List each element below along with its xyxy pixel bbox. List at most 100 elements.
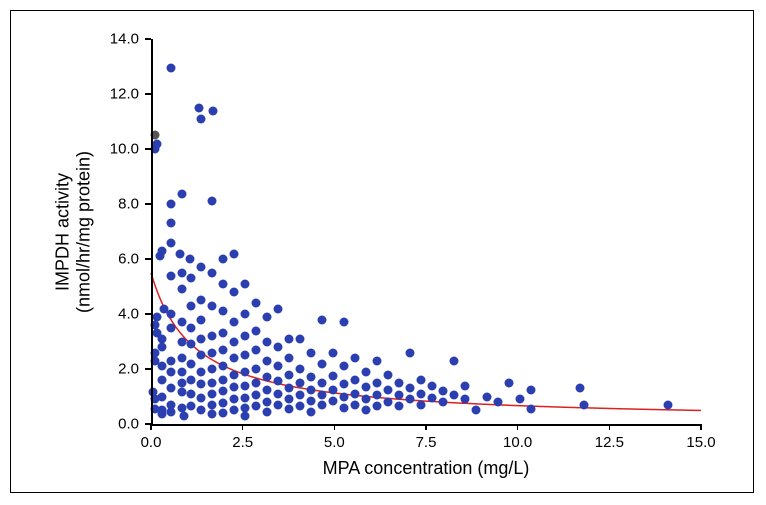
data-point (306, 396, 315, 405)
data-point (167, 367, 176, 376)
data-point (207, 410, 216, 419)
y-tick (145, 203, 151, 205)
data-point (178, 337, 187, 346)
data-point (229, 370, 238, 379)
plot-area (151, 39, 701, 424)
data-point (579, 400, 588, 409)
y-tick (145, 368, 151, 370)
data-point (350, 400, 359, 409)
data-point (229, 382, 238, 391)
data-point (229, 354, 238, 363)
data-point (178, 268, 187, 277)
data-point (372, 378, 381, 387)
data-point (526, 385, 535, 394)
data-point (262, 398, 271, 407)
data-point (196, 351, 205, 360)
data-point (167, 323, 176, 332)
data-point (167, 407, 176, 416)
data-point (218, 409, 227, 418)
y-tick (145, 258, 151, 260)
data-point (273, 343, 282, 352)
data-point (251, 299, 260, 308)
data-point (350, 389, 359, 398)
y-tick (145, 38, 151, 40)
data-point (372, 402, 381, 411)
data-point (187, 359, 196, 368)
data-point (339, 362, 348, 371)
data-point (207, 348, 216, 357)
x-tick (150, 424, 152, 430)
x-tick-label: 7.5 (416, 434, 437, 451)
data-point (180, 411, 189, 420)
data-point (178, 190, 187, 199)
data-point (262, 385, 271, 394)
data-point (383, 370, 392, 379)
data-point (187, 323, 196, 332)
data-point (576, 384, 585, 393)
data-point (449, 356, 458, 365)
data-point (317, 391, 326, 400)
data-point (438, 387, 447, 396)
data-point (284, 384, 293, 393)
x-tick (517, 424, 519, 430)
data-point (196, 406, 205, 415)
data-point (187, 301, 196, 310)
data-point (158, 343, 167, 352)
data-point (339, 318, 348, 327)
data-point (394, 391, 403, 400)
data-point (187, 402, 196, 411)
data-point (515, 395, 524, 404)
data-point (416, 400, 425, 409)
data-point (251, 326, 260, 335)
y-tick-label: 14.0 (105, 31, 139, 48)
data-point (185, 255, 194, 264)
data-point (273, 389, 282, 398)
data-point (196, 393, 205, 402)
data-point (460, 395, 469, 404)
data-point (207, 365, 216, 374)
data-point (306, 373, 315, 382)
data-point (229, 337, 238, 346)
data-point (218, 307, 227, 316)
data-point (449, 391, 458, 400)
x-axis-label: MPA concentration (mg/L) (323, 458, 530, 479)
y-axis-label-line1: IMPDH activity (52, 150, 73, 312)
data-point (317, 400, 326, 409)
data-point (196, 380, 205, 389)
data-point (240, 351, 249, 360)
data-point (262, 373, 271, 382)
data-point (152, 139, 161, 148)
data-point (251, 391, 260, 400)
data-point (427, 393, 436, 402)
data-point (262, 312, 271, 321)
y-tick (145, 423, 151, 425)
x-tick-label: 2.5 (232, 434, 253, 451)
data-point (350, 376, 359, 385)
data-point (482, 392, 491, 401)
data-point (194, 103, 203, 112)
data-point (383, 398, 392, 407)
data-point (158, 376, 167, 385)
data-point (167, 63, 176, 72)
data-point (158, 410, 167, 419)
y-axis (151, 39, 153, 424)
data-point (405, 395, 414, 404)
data-point (167, 219, 176, 228)
data-point (218, 399, 227, 408)
data-point (196, 315, 205, 324)
data-point (405, 348, 414, 357)
data-point (372, 391, 381, 400)
x-tick-label: 10.0 (503, 434, 532, 451)
data-point (251, 402, 260, 411)
data-point (317, 359, 326, 368)
data-point (295, 378, 304, 387)
data-point (167, 200, 176, 209)
x-tick (425, 424, 427, 430)
data-point (218, 279, 227, 288)
data-point (207, 268, 216, 277)
data-point (251, 365, 260, 374)
data-point (178, 354, 187, 363)
data-point (273, 304, 282, 313)
data-point (493, 398, 502, 407)
data-point (328, 396, 337, 405)
